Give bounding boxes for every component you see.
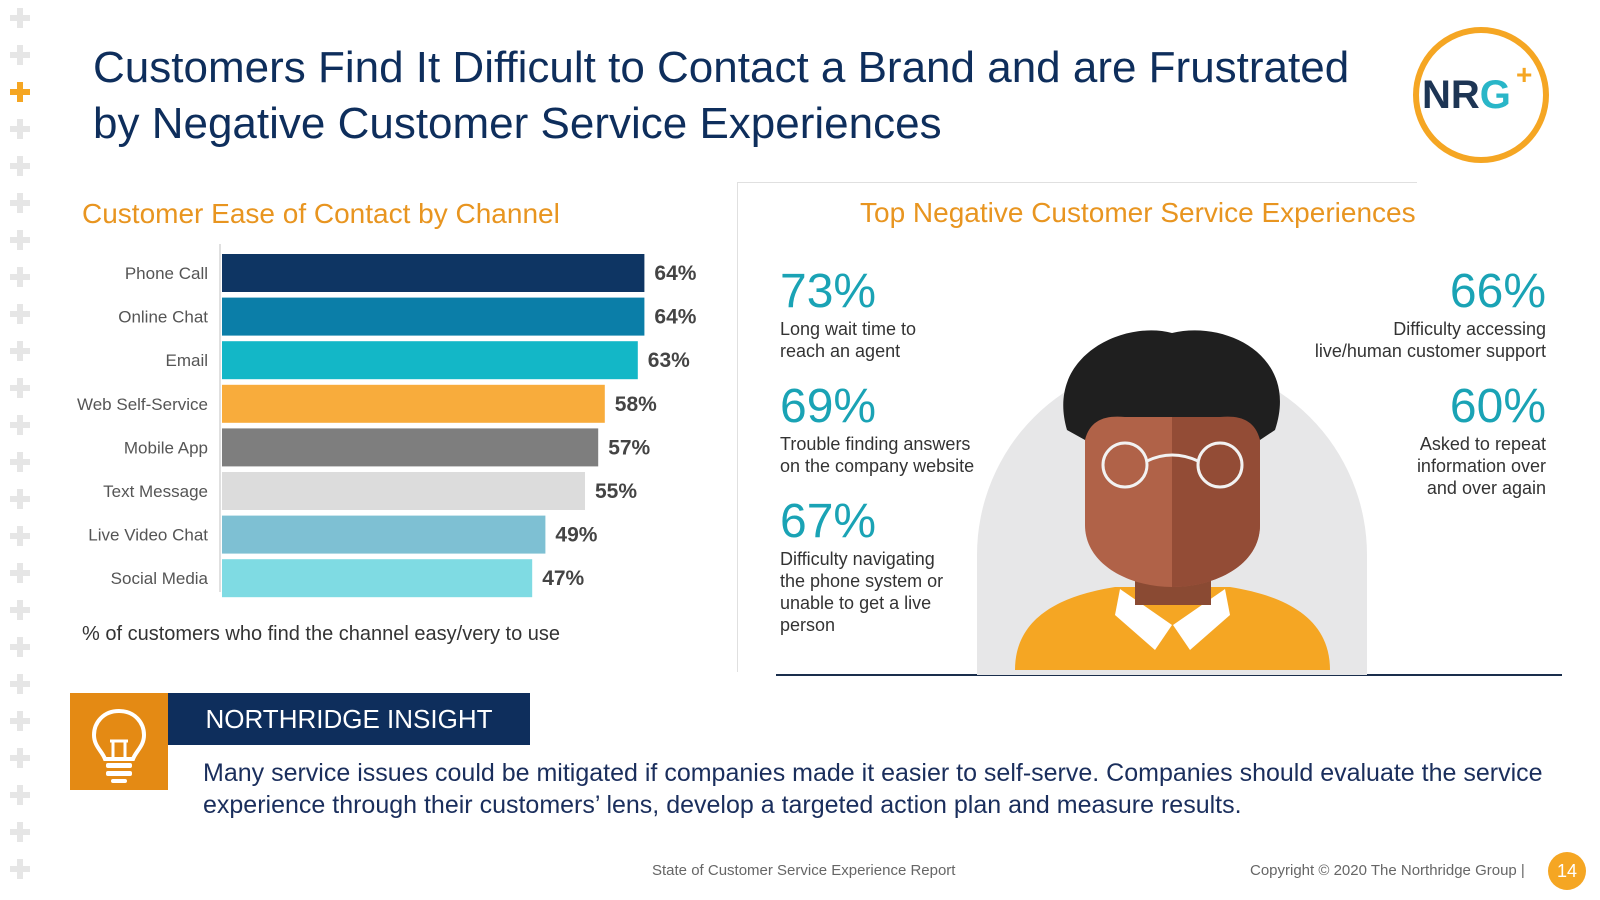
panel-divider-bottom — [776, 674, 1562, 676]
bar — [222, 341, 638, 380]
stat-description: Asked to repeat information over and ove… — [1416, 434, 1546, 498]
logo-plus: + — [1516, 59, 1532, 90]
person-illustration — [977, 330, 1367, 675]
slide-title: Customers Find It Difficult to Contact a… — [93, 40, 1373, 152]
glasses-right — [1196, 441, 1244, 489]
bar — [222, 559, 533, 598]
insight-text: Many service issues could be mitigated i… — [203, 759, 1543, 819]
nrg-logo: NRG + — [1413, 27, 1549, 163]
decorative-plus-icon — [8, 191, 32, 215]
stat-percent: 60% — [1449, 380, 1546, 433]
decorative-plus-icon — [8, 857, 32, 881]
glasses-bridge — [1146, 453, 1199, 463]
category-label: Email — [165, 351, 208, 370]
panel-divider-top — [737, 182, 1417, 183]
stat-description: Long wait time to reach an agent — [780, 319, 917, 361]
decorative-plus-icon — [8, 783, 32, 807]
value-label: 63% — [648, 349, 690, 372]
decorative-plus-icon — [8, 6, 32, 30]
shirt-shape — [1015, 587, 1330, 670]
decorative-plus-icon — [8, 228, 32, 252]
decorative-plus-icon — [8, 302, 32, 326]
decorative-plus-icon — [8, 635, 32, 659]
panel-divider-left — [737, 182, 738, 672]
bar — [222, 472, 585, 510]
negative-experiences-title: Top Negative Customer Service Experience… — [860, 197, 1416, 228]
category-label: Online Chat — [118, 308, 208, 327]
collar-right — [1173, 589, 1230, 650]
slide-title-line-1: Customers Find It Difficult to Contact a… — [93, 43, 1350, 92]
bar — [222, 428, 599, 467]
value-label: 49% — [555, 524, 597, 547]
category-label: Live Video Chat — [88, 526, 208, 545]
category-label: Mobile App — [124, 438, 208, 457]
value-label: 47% — [542, 567, 584, 590]
decorative-plus-icon — [8, 524, 32, 548]
collar-left — [1115, 589, 1172, 650]
logo-text: NRG — [1422, 73, 1511, 117]
decorative-plus-icon — [8, 154, 32, 178]
category-label: Phone Call — [125, 264, 208, 283]
bar-chart: Phone Call 64% Online Chat 64% Email 63% Web S… — [77, 244, 697, 598]
chart-note: % of customers who find the channel easy… — [82, 623, 561, 645]
bar — [222, 254, 645, 292]
stat-description: Difficulty accessing live/human customer… — [1314, 319, 1546, 361]
value-label: 64% — [654, 306, 696, 329]
bar — [222, 297, 645, 336]
bar — [222, 515, 546, 554]
bar — [222, 384, 605, 423]
hair-shape — [1063, 330, 1280, 440]
decorative-plus-icon — [8, 265, 32, 289]
stat-wait-time: 73% Long wait time to reach an agent — [780, 266, 1040, 362]
decorative-plus-icon — [8, 117, 32, 141]
value-label: 64% — [654, 262, 696, 285]
footer-copyright: Copyright © 2020 The Northridge Group | — [1250, 862, 1525, 879]
stat-phone-system: 67% Difficulty navigating the phone syst… — [780, 496, 1040, 636]
decorative-plus-icon — [8, 820, 32, 844]
decorative-plus-column — [8, 6, 32, 894]
decorative-plus-icon — [8, 672, 32, 696]
decorative-plus-icon — [8, 80, 32, 104]
footer-report-title: State of Customer Service Experience Rep… — [652, 862, 956, 879]
stat-description: Trouble finding answers on the company w… — [780, 434, 975, 476]
stat-description: Difficulty navigating the phone system o… — [780, 549, 944, 635]
decorative-plus-icon — [8, 413, 32, 437]
lightbulb-icon — [70, 693, 168, 790]
category-label: Web Self-Service — [77, 395, 208, 414]
decorative-plus-icon — [8, 376, 32, 400]
decorative-plus-icon — [8, 598, 32, 622]
value-label: 57% — [608, 436, 650, 459]
decorative-plus-icon — [8, 339, 32, 363]
value-label: 58% — [615, 393, 657, 416]
stat-percent: 73% — [780, 265, 877, 318]
insight-label: NORTHRIDGE INSIGHT — [168, 693, 530, 745]
decorative-plus-icon — [8, 746, 32, 770]
decorative-plus-icon — [8, 709, 32, 733]
stat-live-support: 66% Difficulty accessing live/human cust… — [1286, 266, 1546, 362]
stat-percent: 69% — [780, 380, 877, 433]
stat-percent: 67% — [780, 495, 877, 548]
decorative-plus-icon — [8, 450, 32, 474]
slide-title-line-2: by Negative Customer Service Experiences — [93, 99, 942, 148]
chart-title: Customer Ease of Contact by Channel — [82, 198, 560, 229]
stat-percent: 66% — [1449, 265, 1546, 318]
decorative-plus-icon — [8, 561, 32, 585]
page-number: 14 — [1548, 852, 1586, 890]
stat-website: 69% Trouble finding answers on the compa… — [780, 381, 1040, 477]
decorative-plus-icon — [8, 487, 32, 511]
stat-repeat-info: 60% Asked to repeat information over and… — [1286, 381, 1546, 499]
glasses-left — [1101, 441, 1149, 489]
category-label: Text Message — [103, 482, 208, 501]
decorative-plus-icon — [8, 43, 32, 67]
category-label: Social Media — [111, 569, 209, 588]
value-label: 55% — [595, 480, 637, 503]
